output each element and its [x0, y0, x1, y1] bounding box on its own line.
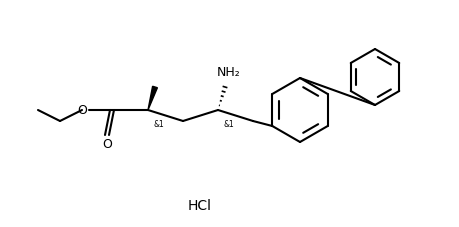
- Text: NH₂: NH₂: [217, 66, 241, 79]
- Text: HCl: HCl: [188, 198, 212, 212]
- Text: O: O: [77, 103, 87, 116]
- Polygon shape: [148, 87, 157, 111]
- Text: &1: &1: [223, 119, 234, 128]
- Text: &1: &1: [153, 119, 164, 128]
- Text: O: O: [102, 137, 112, 150]
